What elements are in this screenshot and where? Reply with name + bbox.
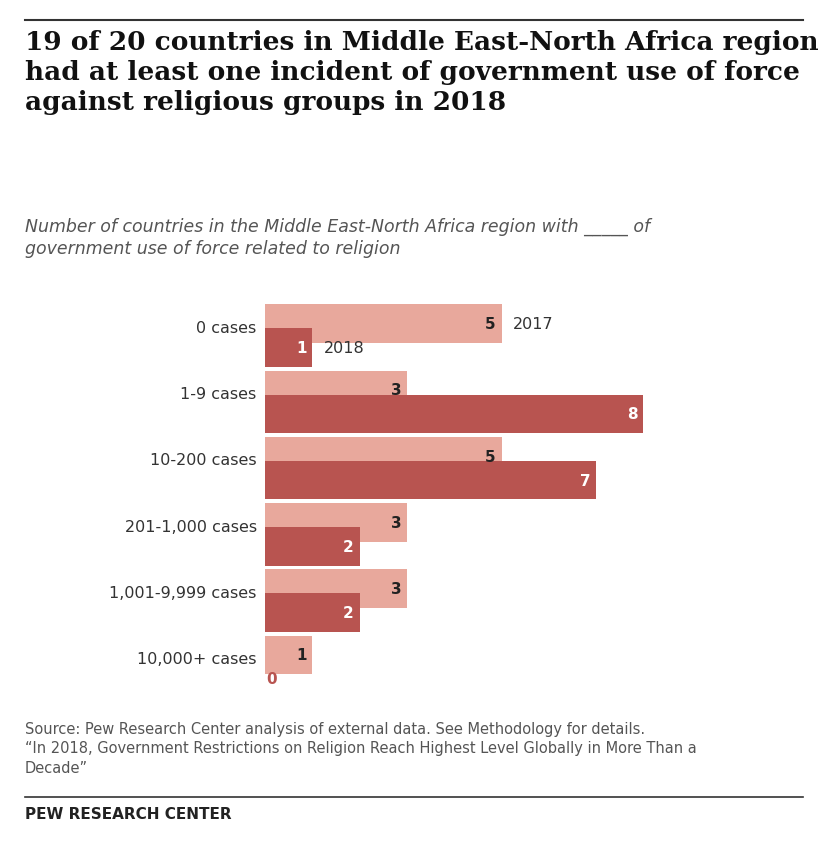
Text: 2017: 2017 [513, 316, 553, 332]
Bar [265, 635, 312, 675]
Text: 5: 5 [485, 449, 495, 464]
Text: 3: 3 [390, 383, 401, 397]
Bar [265, 461, 595, 500]
Text: 2018: 2018 [323, 340, 365, 356]
Text: Source: Pew Research Center analysis of external data. See Methodology for detai: Source: Pew Research Center analysis of … [25, 721, 696, 775]
Text: 19 of 20 countries in Middle East-North Africa region
had at least one incident : 19 of 20 countries in Middle East-North … [25, 30, 817, 115]
Bar [265, 527, 359, 566]
Bar [265, 570, 406, 608]
Text: PEW RESEARCH CENTER: PEW RESEARCH CENTER [25, 806, 232, 821]
Text: 2: 2 [342, 606, 353, 620]
Bar [265, 503, 406, 542]
Text: 1: 1 [296, 340, 306, 356]
Text: 7: 7 [579, 473, 590, 488]
Text: 3: 3 [390, 582, 401, 596]
Text: 3: 3 [390, 515, 401, 531]
Text: 5: 5 [485, 316, 495, 332]
Bar [265, 329, 312, 368]
Text: 1: 1 [296, 647, 306, 663]
Bar [265, 305, 501, 344]
Bar [265, 395, 643, 433]
Text: 8: 8 [626, 407, 637, 422]
Bar [265, 594, 359, 632]
Bar [265, 438, 501, 476]
Text: Number of countries in the Middle East-North Africa region with _____ of
governm: Number of countries in the Middle East-N… [25, 218, 649, 258]
Text: 0: 0 [266, 671, 277, 687]
Bar [265, 371, 406, 409]
Text: 2: 2 [342, 539, 353, 554]
